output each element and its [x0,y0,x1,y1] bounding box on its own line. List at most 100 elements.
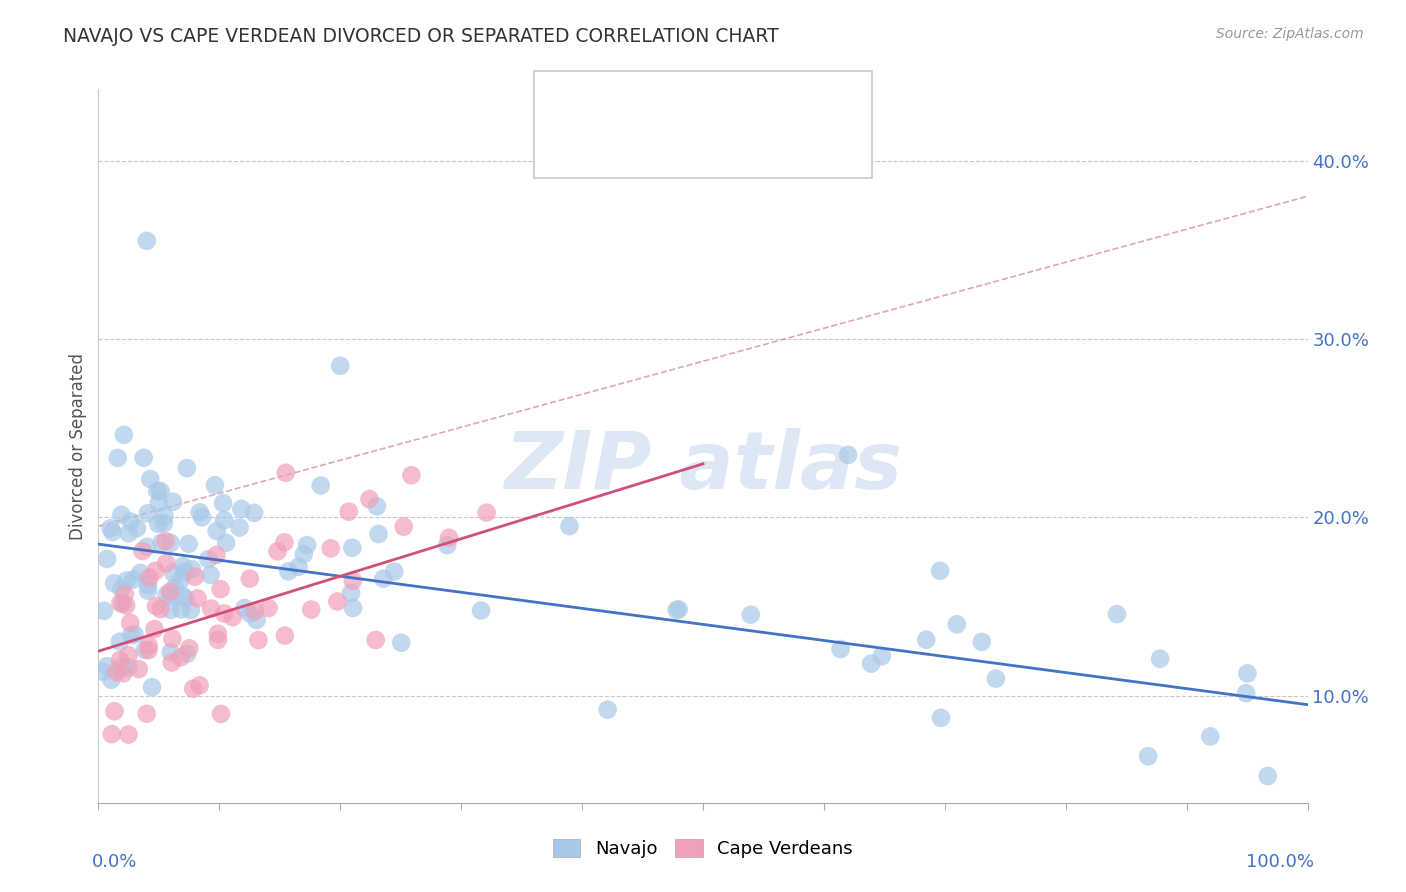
Point [207,626,229,640]
Point [120,615,142,630]
Point [870,649,893,664]
Point [436,538,458,552]
FancyBboxPatch shape [534,71,872,178]
Point [205,524,228,538]
Point [191,510,214,524]
Point [145,564,167,578]
Point [117,648,139,663]
Y-axis label: Divorced or Separated: Divorced or Separated [69,352,87,540]
Point [946,617,969,632]
Point [342,601,364,615]
Point [180,603,202,617]
Text: ZIP atlas: ZIP atlas [503,428,903,507]
Point [233,601,256,615]
Text: R =: R = [605,143,641,161]
Point [108,653,131,667]
Point [401,468,423,483]
Point [929,564,952,578]
Point [273,535,295,549]
Point [287,559,309,574]
Text: 0.469: 0.469 [650,143,702,161]
FancyBboxPatch shape [548,82,592,114]
Point [149,602,172,616]
Point [382,565,405,579]
Point [135,706,157,721]
Text: R =: R = [605,89,641,107]
Point [107,450,129,465]
Point [929,711,952,725]
Point [558,519,581,533]
Point [100,673,122,687]
Point [114,587,136,601]
Point [162,566,184,580]
Point [132,450,155,465]
Point [170,650,193,665]
Legend: Navajo, Cape Verdeans: Navajo, Cape Verdeans [546,831,860,865]
Point [309,478,332,492]
Point [136,506,159,520]
Text: 0.0%: 0.0% [93,853,138,871]
Point [231,502,253,516]
Point [1257,769,1279,783]
Point [155,588,177,602]
Point [124,627,146,641]
Point [169,573,191,587]
Point [145,599,167,614]
Point [239,607,262,621]
Point [117,660,139,674]
Point [668,602,690,616]
Point [340,586,363,600]
Point [141,680,163,694]
Point [337,505,360,519]
Point [148,496,170,510]
Point [295,538,318,552]
Point [150,536,173,550]
Point [970,635,993,649]
Point [146,483,169,498]
FancyBboxPatch shape [548,136,592,168]
Point [111,660,134,674]
Point [274,629,297,643]
Point [138,571,160,585]
Point [181,562,204,576]
Point [740,607,762,622]
Point [105,665,128,679]
Point [101,727,124,741]
Point [329,359,352,373]
Point [110,582,132,596]
Point [117,728,139,742]
Point [299,602,322,616]
Point [174,591,197,606]
Text: NAVAJO VS CAPE VERDEAN DIVORCED OR SEPARATED CORRELATION CHART: NAVAJO VS CAPE VERDEAN DIVORCED OR SEPAR… [63,27,779,45]
Point [120,515,142,529]
Point [187,591,209,606]
Point [222,610,245,624]
Text: Source: ZipAtlas.com: Source: ZipAtlas.com [1216,27,1364,41]
Point [204,478,226,492]
Point [1149,652,1171,666]
Point [159,589,181,603]
Point [366,500,388,514]
Text: N =: N = [744,89,780,107]
Point [247,632,270,647]
Point [475,506,498,520]
Point [1236,666,1258,681]
Point [160,656,183,670]
Text: 59: 59 [787,143,808,161]
Point [134,643,156,657]
Point [110,596,132,610]
Point [131,544,153,558]
Point [243,604,266,618]
Point [292,547,315,561]
Point [159,585,181,599]
Point [246,613,269,627]
Point [138,643,160,657]
Point [122,573,145,587]
Point [1137,749,1160,764]
Point [115,599,138,613]
Point [108,634,131,648]
Point [596,703,619,717]
Point [112,666,135,681]
Point [212,513,235,527]
Point [200,567,222,582]
